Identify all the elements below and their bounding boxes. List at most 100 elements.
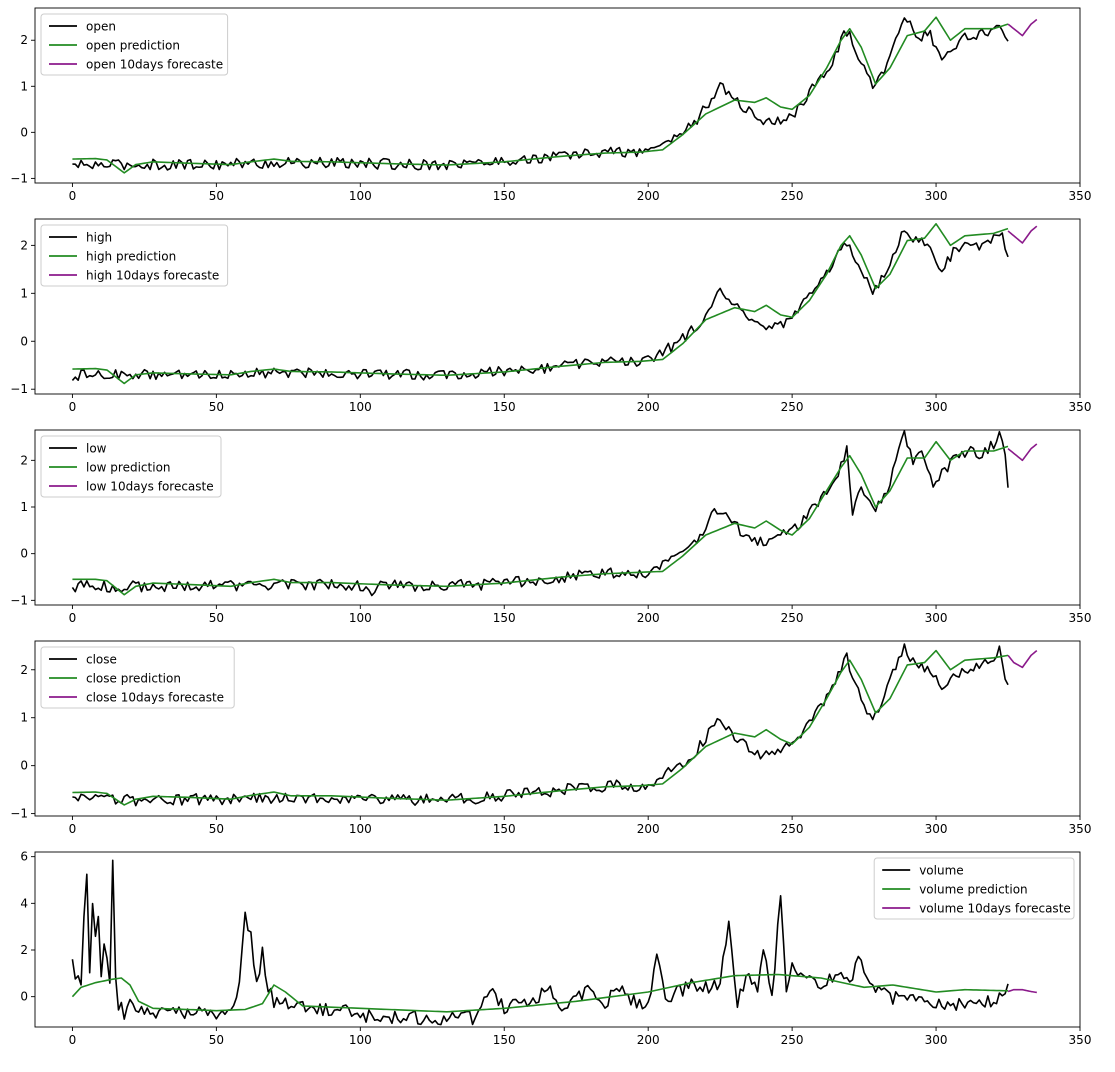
y-tick-label: 2 (20, 663, 28, 677)
y-tick-label: −1 (10, 593, 28, 607)
x-tick-label: 50 (209, 611, 224, 625)
x-tick-label: 350 (1069, 822, 1092, 836)
y-tick-label: 0 (20, 547, 28, 561)
series-line-prediction (72, 16, 1009, 174)
legend: low low prediction low 10days forecaste (40, 435, 222, 498)
legend-box (40, 13, 229, 76)
y-tick-label: 6 (20, 850, 28, 864)
x-tick-label: 100 (349, 189, 372, 203)
y-tick-label: 0 (20, 125, 28, 139)
axes-frame (34, 851, 1081, 1028)
subplot-2: 0 50 100 150 200 250 300 350 −1 0 1 2 high high predi… (10, 218, 1092, 414)
x-tick-label: 300 (925, 189, 948, 203)
x-tick-label: 150 (493, 400, 516, 414)
y-tick-label: −1 (10, 171, 28, 185)
y-tick-label: 0 (20, 759, 28, 773)
legend-entry: low prediction (86, 461, 171, 475)
legend-box (40, 224, 229, 287)
x-tick-label: 0 (69, 611, 77, 625)
x-tick-label: 200 (637, 400, 660, 414)
series-line-actual (71, 230, 1009, 381)
x-tick-label: 0 (69, 400, 77, 414)
legend-entry: open prediction (86, 39, 180, 53)
series-line-prediction (72, 649, 1009, 806)
x-tick-label: 200 (637, 611, 660, 625)
y-tick-label: 0 (20, 990, 28, 1004)
x-tick-label: 200 (637, 189, 660, 203)
y-tick-label: 2 (20, 943, 28, 957)
x-tick-label: 100 (349, 1033, 372, 1047)
x-tick-label: 0 (69, 189, 77, 203)
x-tick-label: 150 (493, 189, 516, 203)
x-tick-label: 300 (925, 1033, 948, 1047)
y-tick-label: 1 (20, 711, 28, 725)
axes-frame (34, 640, 1081, 817)
y-tick-label: 2 (20, 33, 28, 47)
x-tick-label: 200 (637, 1033, 660, 1047)
legend-entry: close prediction (86, 672, 181, 686)
legend-entry: open 10days forecaste (86, 58, 223, 72)
x-tick-label: 250 (781, 189, 804, 203)
x-tick-label: 300 (925, 400, 948, 414)
legend-entry: volume 10days forecaste (919, 902, 1071, 916)
subplot-5: 0 50 100 150 200 250 300 350 0 2 4 6 volume volume pr… (20, 850, 1091, 1047)
y-tick-label: 4 (20, 896, 28, 910)
legend-entry: open (86, 20, 116, 34)
legend-box (873, 857, 1075, 920)
x-tick-label: 350 (1069, 611, 1092, 625)
x-tick-label: 0 (69, 1033, 77, 1047)
legend-entry: high prediction (86, 250, 176, 264)
x-tick-label: 350 (1069, 189, 1092, 203)
x-tick-label: 250 (781, 400, 804, 414)
axes-frame (34, 7, 1081, 184)
x-tick-label: 50 (209, 400, 224, 414)
y-tick-label: 2 (20, 453, 28, 467)
series-line-actual (71, 859, 1009, 1026)
legend-entry: volume prediction (919, 883, 1027, 897)
y-tick-label: 1 (20, 286, 28, 300)
y-tick-label: −1 (10, 382, 28, 396)
x-tick-label: 50 (209, 822, 224, 836)
x-tick-label: 150 (493, 1033, 516, 1047)
x-tick-label: 100 (349, 822, 372, 836)
series-line-prediction (71, 973, 1009, 1013)
series-line-forecast (1007, 649, 1038, 669)
y-tick-label: 2 (20, 238, 28, 252)
legend-entry: close (86, 653, 117, 667)
legend: open open prediction open 10days forecaste (40, 13, 229, 76)
x-tick-label: 250 (781, 1033, 804, 1047)
series-line-forecast (1007, 443, 1038, 462)
x-tick-label: 250 (781, 822, 804, 836)
x-tick-label: 50 (209, 189, 224, 203)
subplot-4: 0 50 100 150 200 250 300 350 −1 0 1 2 close close pre… (10, 640, 1092, 836)
y-tick-label: 1 (20, 79, 28, 93)
x-tick-label: 350 (1069, 1033, 1092, 1047)
y-tick-label: −1 (10, 807, 28, 821)
legend: volume volume prediction volume 10days for… (873, 857, 1075, 920)
legend-box (40, 435, 222, 498)
x-tick-label: 300 (925, 611, 948, 625)
x-tick-label: 300 (925, 822, 948, 836)
subplot-1: 0 50 100 150 200 250 300 350 −1 0 1 2 open open predi… (10, 7, 1092, 203)
x-tick-label: 250 (781, 611, 804, 625)
legend: close close prediction close 10days foreca… (40, 646, 235, 709)
x-tick-label: 350 (1069, 400, 1092, 414)
x-tick-label: 100 (349, 400, 372, 414)
series-line-forecast (1007, 988, 1037, 994)
legend-entry: high 10days forecaste (86, 269, 219, 283)
y-tick-label: 1 (20, 500, 28, 514)
x-tick-label: 0 (69, 822, 77, 836)
x-tick-label: 150 (493, 611, 516, 625)
legend-box (40, 646, 235, 709)
subplot-3: 0 50 100 150 200 250 300 350 −1 0 1 2 low low predict… (10, 429, 1092, 625)
series-line-prediction (72, 222, 1009, 385)
legend-entry: high (86, 231, 112, 245)
legend-entry: low 10days forecaste (86, 480, 214, 494)
x-tick-label: 150 (493, 822, 516, 836)
legend: high high prediction high 10days forecaste (40, 224, 229, 287)
axes-frame (34, 429, 1081, 606)
legend-entry: low (86, 442, 107, 456)
series-line-forecast (1007, 225, 1038, 244)
x-tick-label: 200 (637, 822, 660, 836)
